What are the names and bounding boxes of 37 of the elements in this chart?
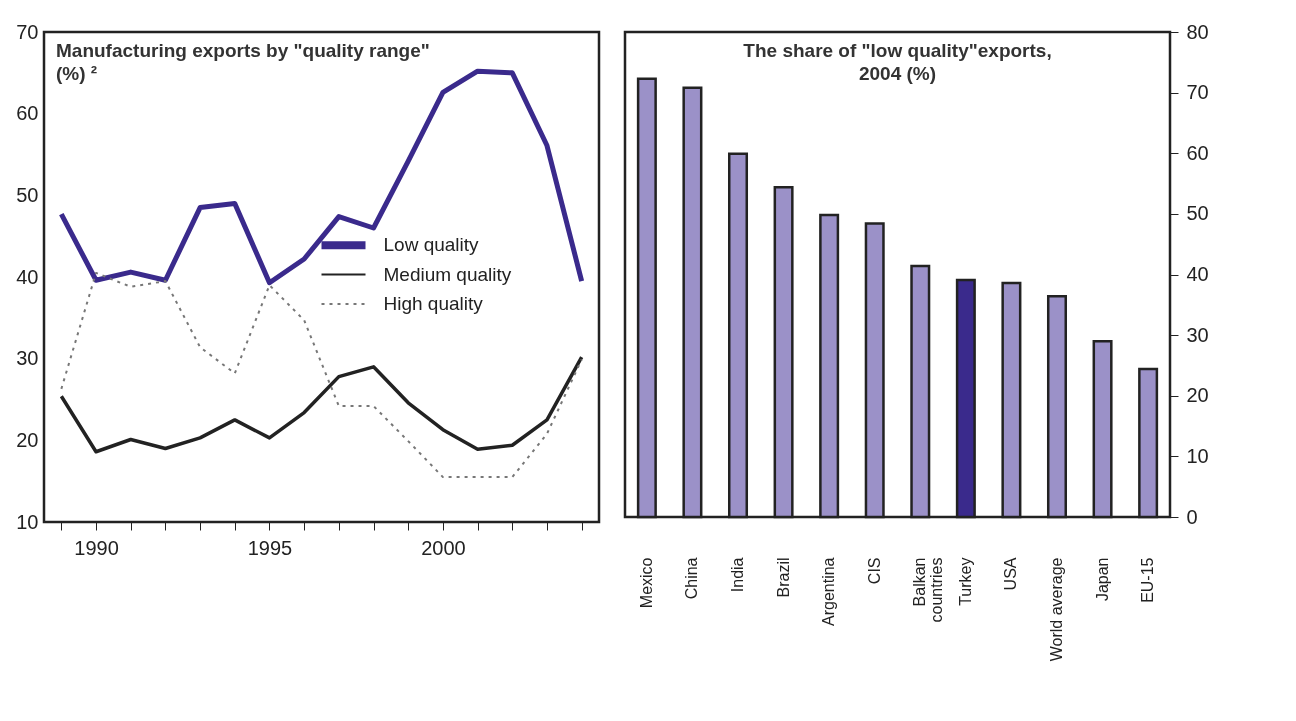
x-tick-label: India	[729, 557, 747, 593]
x-tick-label: Turkey	[956, 557, 974, 606]
line-series	[59, 355, 584, 454]
y-tick-label: 50	[1186, 202, 1209, 225]
y-tick-label: 70	[1186, 81, 1209, 104]
y-tick-label: 10	[16, 510, 39, 533]
y-tick-label: 10	[1186, 444, 1209, 467]
text: The share of "low quality"exports, 2004 (%)	[743, 40, 1052, 84]
x-tick-label: Balkan countries	[911, 557, 946, 623]
y-tick-label: 50	[16, 183, 39, 206]
y-tick-label: 20	[16, 428, 39, 451]
x-tick-label: 1990	[74, 536, 119, 559]
x-tick-label: USA	[1002, 557, 1020, 591]
y-tick-label: 80	[1186, 20, 1209, 43]
y-tick-label: 40	[1186, 263, 1209, 285]
x-tick-label: CIS	[865, 557, 883, 585]
x-tick-label: EU-15	[1139, 557, 1157, 603]
x-tick-label: Japan	[1093, 557, 1111, 602]
y-tick-label: 0	[1186, 505, 1198, 528]
x-tick-label: Brazil	[774, 557, 792, 598]
x-tick-label: 1995	[247, 536, 293, 559]
x-tick-label: Mexico	[637, 557, 655, 609]
x-tick-label: Argentina	[820, 557, 838, 626]
y-tick-label: 40	[16, 265, 39, 288]
y-tick-label: 20	[1186, 384, 1209, 407]
legend-label: High quality	[383, 292, 484, 314]
legend-label: Low quality	[383, 234, 480, 256]
x-tick-label: 2000	[421, 536, 466, 559]
x-tick-label: World average	[1047, 557, 1065, 662]
y-tick-label: 60	[1186, 141, 1209, 164]
y-tick-label: 70	[16, 20, 39, 43]
y-tick-label: 30	[1186, 323, 1209, 346]
y-tick-label: 60	[16, 102, 39, 125]
text: Manufacturing exports by "quality range" (%) ²	[56, 40, 430, 84]
x-tick-label: China	[683, 557, 701, 600]
legend-label: Medium quality	[383, 263, 512, 285]
y-tick-label: 30	[16, 347, 39, 370]
